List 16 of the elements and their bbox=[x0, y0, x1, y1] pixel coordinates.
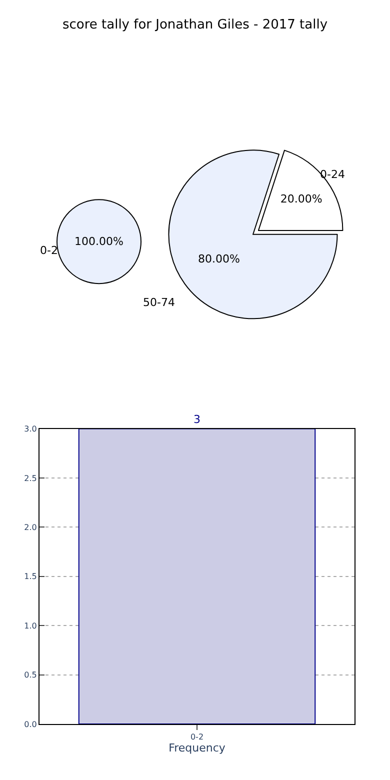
y-tick-label: 1.5 bbox=[24, 572, 37, 582]
y-tick-label: 1.0 bbox=[24, 621, 37, 630]
y-tick-label: 3.0 bbox=[24, 424, 37, 434]
y-tick-label: 0.5 bbox=[24, 670, 37, 680]
x-axis-title: Frequency bbox=[168, 742, 226, 755]
slice-label: 0-24 bbox=[320, 168, 345, 181]
data-label: 100.00% bbox=[74, 235, 124, 248]
data-label: 80.00% bbox=[198, 252, 240, 266]
data-label: 20.00% bbox=[280, 192, 322, 206]
text: score tally for Jonathan Giles - 2017 tally bbox=[62, 18, 328, 33]
data-label: 3 bbox=[194, 412, 200, 426]
slice-label: 0-2 bbox=[40, 244, 58, 257]
y-tick-label: 0.0 bbox=[24, 720, 37, 729]
slice-label: 50-74 bbox=[143, 296, 175, 309]
y-tick-label: 2.5 bbox=[24, 474, 37, 483]
y-tick-label: 2.0 bbox=[24, 523, 37, 532]
